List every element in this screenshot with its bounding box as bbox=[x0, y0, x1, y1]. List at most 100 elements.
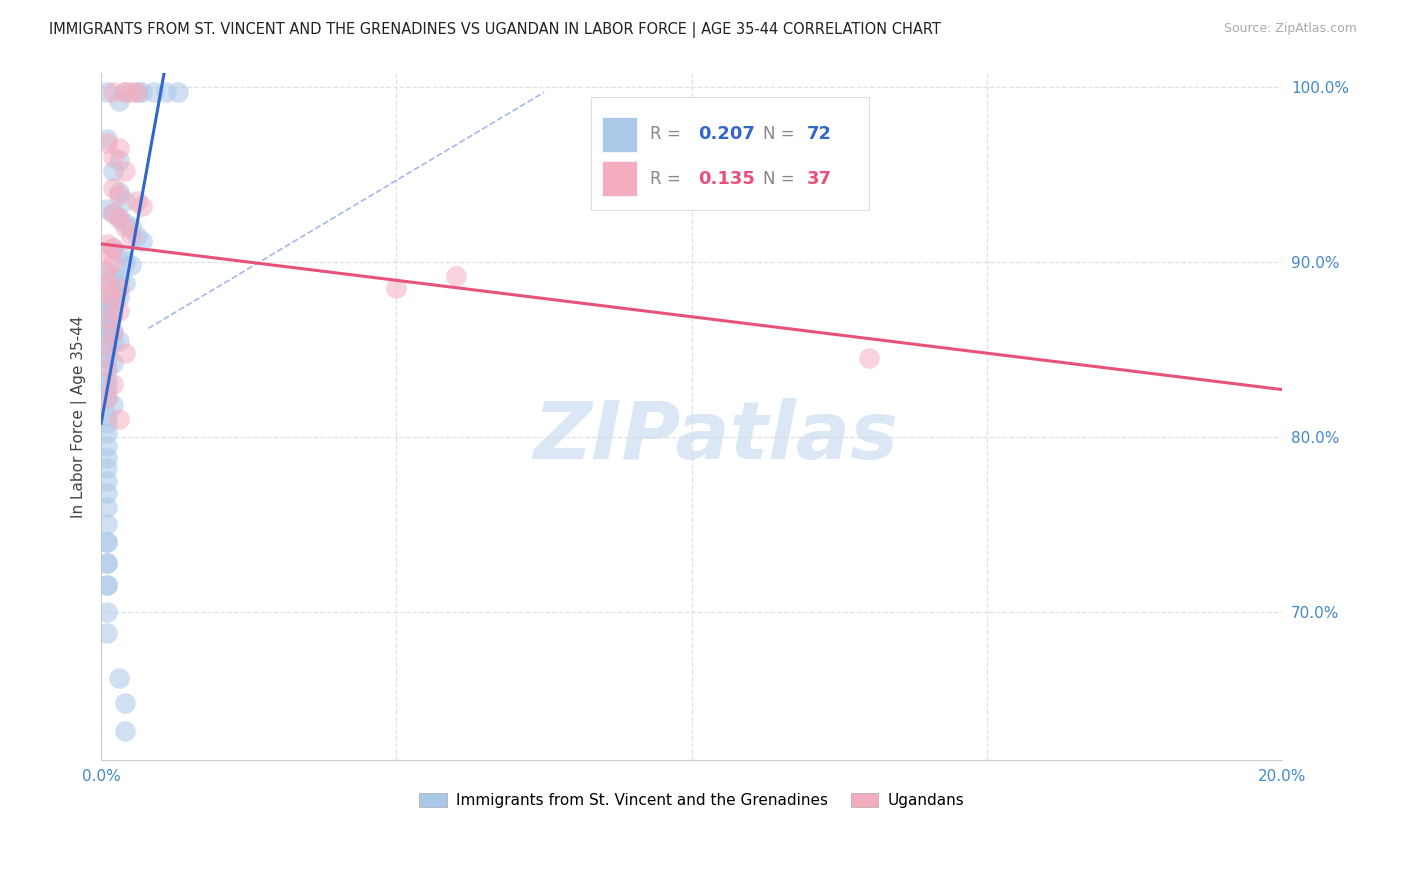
Point bbox=[96, 237, 118, 252]
Point bbox=[96, 578, 118, 592]
Point bbox=[125, 194, 148, 208]
Point bbox=[96, 392, 118, 406]
Point bbox=[96, 461, 118, 475]
Point bbox=[96, 295, 118, 310]
Text: ZIPatlas: ZIPatlas bbox=[533, 399, 898, 476]
Point bbox=[96, 450, 118, 465]
Point bbox=[101, 181, 124, 195]
Point bbox=[96, 85, 118, 99]
Point bbox=[96, 136, 118, 150]
Point bbox=[108, 94, 131, 108]
Point bbox=[108, 671, 131, 685]
Point bbox=[96, 500, 118, 514]
Point bbox=[120, 219, 142, 234]
Point bbox=[101, 398, 124, 412]
Point bbox=[96, 303, 118, 318]
Point bbox=[101, 325, 124, 339]
Point bbox=[96, 351, 118, 365]
Point bbox=[96, 263, 118, 277]
Point bbox=[96, 312, 118, 326]
FancyBboxPatch shape bbox=[603, 162, 637, 195]
Point bbox=[101, 268, 124, 283]
Point bbox=[96, 578, 118, 592]
Point bbox=[101, 164, 124, 178]
FancyBboxPatch shape bbox=[592, 97, 869, 211]
Point bbox=[108, 281, 131, 295]
Point bbox=[101, 325, 124, 339]
Point bbox=[96, 286, 118, 301]
Point bbox=[96, 359, 118, 374]
Point bbox=[96, 339, 118, 353]
Text: IMMIGRANTS FROM ST. VINCENT AND THE GRENADINES VS UGANDAN IN LABOR FORCE | AGE 3: IMMIGRANTS FROM ST. VINCENT AND THE GREN… bbox=[49, 22, 941, 38]
Point bbox=[96, 246, 118, 260]
Point bbox=[96, 556, 118, 570]
Point bbox=[96, 474, 118, 488]
Point bbox=[858, 351, 880, 365]
Point bbox=[96, 310, 118, 325]
Point bbox=[101, 206, 124, 220]
Text: 0.207: 0.207 bbox=[697, 126, 755, 144]
Point bbox=[96, 438, 118, 452]
Point bbox=[114, 85, 136, 99]
Point bbox=[108, 211, 131, 226]
Point bbox=[114, 346, 136, 360]
Point bbox=[131, 234, 153, 248]
Point bbox=[114, 164, 136, 178]
Point bbox=[108, 303, 131, 318]
Text: 0.135: 0.135 bbox=[697, 169, 755, 187]
Point bbox=[96, 363, 118, 377]
Point bbox=[114, 255, 136, 269]
Point bbox=[114, 219, 136, 234]
Point bbox=[125, 85, 148, 99]
Point bbox=[120, 228, 142, 243]
Point bbox=[96, 339, 118, 353]
Point bbox=[108, 272, 131, 286]
Point bbox=[96, 534, 118, 549]
Legend: Immigrants from St. Vincent and the Grenadines, Ugandans: Immigrants from St. Vincent and the Gren… bbox=[413, 788, 970, 814]
Y-axis label: In Labor Force | Age 35-44: In Labor Force | Age 35-44 bbox=[72, 316, 87, 518]
Point bbox=[108, 412, 131, 426]
Point bbox=[96, 556, 118, 570]
Point bbox=[101, 377, 124, 392]
Point bbox=[108, 188, 131, 202]
Point bbox=[101, 334, 124, 348]
Point bbox=[96, 485, 118, 500]
Point bbox=[96, 263, 118, 277]
Point bbox=[101, 206, 124, 220]
Point bbox=[101, 299, 124, 313]
Point bbox=[96, 392, 118, 406]
Point bbox=[108, 334, 131, 348]
Point bbox=[96, 605, 118, 619]
Point bbox=[101, 241, 124, 255]
Point bbox=[101, 85, 124, 99]
Point bbox=[114, 194, 136, 208]
Point bbox=[96, 625, 118, 640]
Point bbox=[96, 202, 118, 217]
Point bbox=[114, 216, 136, 230]
Point bbox=[385, 281, 408, 295]
Point bbox=[96, 346, 118, 360]
Point bbox=[108, 153, 131, 168]
Point bbox=[108, 290, 131, 304]
Point bbox=[101, 255, 124, 269]
Point bbox=[96, 517, 118, 532]
FancyBboxPatch shape bbox=[603, 118, 637, 151]
Point bbox=[131, 85, 153, 99]
Point bbox=[96, 534, 118, 549]
Point bbox=[96, 321, 118, 335]
Point bbox=[125, 85, 148, 99]
Point bbox=[155, 85, 177, 99]
Point bbox=[120, 85, 142, 99]
Point bbox=[101, 150, 124, 164]
Text: N =: N = bbox=[762, 169, 800, 187]
Text: R =: R = bbox=[651, 169, 686, 187]
Point bbox=[125, 228, 148, 243]
Point bbox=[96, 281, 118, 295]
Point bbox=[108, 211, 131, 226]
Point bbox=[131, 199, 153, 213]
Point bbox=[114, 276, 136, 290]
Point bbox=[120, 259, 142, 273]
Point bbox=[143, 85, 166, 99]
Text: Source: ZipAtlas.com: Source: ZipAtlas.com bbox=[1223, 22, 1357, 36]
Point bbox=[101, 293, 124, 308]
